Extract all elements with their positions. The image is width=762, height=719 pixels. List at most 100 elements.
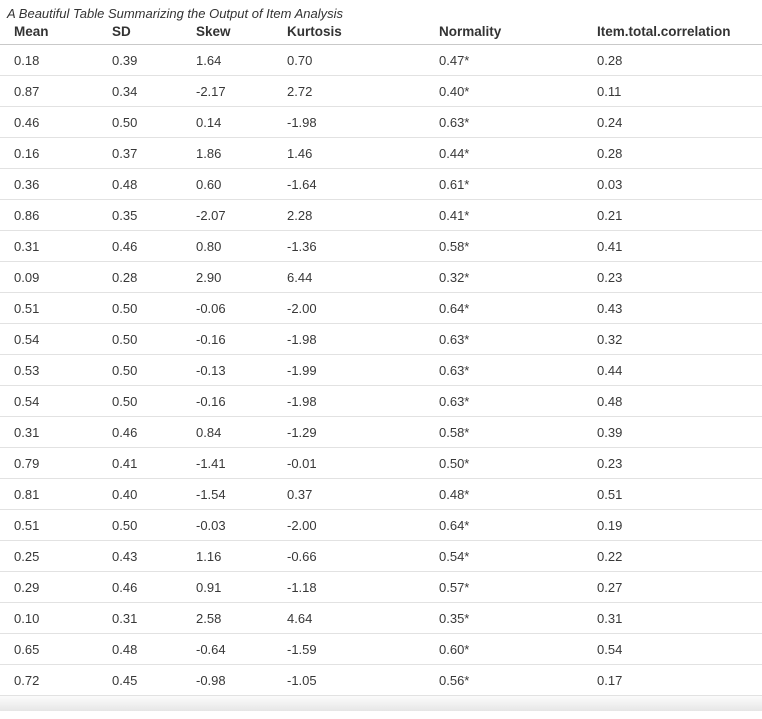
column-header-item-total-correlation: Item.total.correlation	[583, 18, 762, 45]
table-cell: 0.48	[583, 385, 762, 417]
table-cell: 0.44	[583, 354, 762, 386]
table-cell: 2.72	[273, 75, 425, 107]
table-cell: 0.51	[0, 509, 98, 541]
column-header-normality: Normality	[425, 18, 583, 45]
table-cell: 0.46	[0, 106, 98, 138]
table-row: 0.10 0.31 2.58 4.64 0.35* 0.31	[0, 602, 762, 634]
table-cell: 0.50*	[425, 447, 583, 479]
table-cell: 0.45	[98, 664, 182, 696]
table-cell: 0.40	[98, 478, 182, 510]
table-title: A Beautiful Table Summarizing the Output…	[7, 6, 344, 21]
table-cell: 1.16	[182, 540, 273, 572]
table-cell: 0.84	[182, 416, 273, 448]
table-cell: 0.28	[583, 137, 762, 169]
table-row: 0.36 0.48 0.60 -1.64 0.61* 0.03	[0, 168, 762, 200]
table-cell: 0.72	[0, 664, 98, 696]
table-cell: 0.91	[182, 571, 273, 603]
table-cell: 0.16	[0, 137, 98, 169]
table-cell: -1.98	[273, 323, 425, 355]
table-cell: 0.46	[98, 230, 182, 262]
table-cell: 0.51	[583, 478, 762, 510]
table-cell: 0.54*	[425, 540, 583, 572]
table-cell: 0.64*	[425, 292, 583, 324]
table-cell: 2.90	[182, 261, 273, 293]
table-cell: 0.36	[0, 168, 98, 200]
table-cell: 0.57*	[425, 571, 583, 603]
table-cell: 0.81	[0, 478, 98, 510]
table-cell: 0.50	[98, 385, 182, 417]
table-cell: -0.66	[273, 540, 425, 572]
table-cell: -0.03	[182, 509, 273, 541]
table-cell: 0.43	[98, 540, 182, 572]
table-cell: 0.31	[98, 602, 182, 634]
table-cell: 0.23	[583, 447, 762, 479]
table-row: 0.72 0.45 -0.98 -1.05 0.56* 0.17	[0, 664, 762, 696]
table-cell: 0.37	[98, 137, 182, 169]
table-header-row: Mean SD Skew Kurtosis Normality Item.total.co…	[0, 18, 762, 45]
table-cell: 0.47*	[425, 44, 583, 76]
table-cell: 0.63*	[425, 385, 583, 417]
table-cell: 0.46	[98, 571, 182, 603]
table-cell: 0.25	[0, 540, 98, 572]
table-cell: -0.98	[182, 664, 273, 696]
table-cell: -1.64	[273, 168, 425, 200]
table-cell: -0.64	[182, 633, 273, 665]
table-cell: -1.36	[273, 230, 425, 262]
table-cell: 0.24	[583, 106, 762, 138]
table-cell: 0.28	[583, 44, 762, 76]
table-row: 0.16 0.37 1.86 1.46 0.44* 0.28	[0, 137, 762, 169]
column-header-mean: Mean	[0, 18, 98, 45]
table-cell: 0.41	[98, 447, 182, 479]
table-cell: 0.65	[0, 633, 98, 665]
table-cell: 0.41	[583, 230, 762, 262]
table-row: 0.53 0.50 -0.13 -1.99 0.63* 0.44	[0, 354, 762, 386]
table-cell: 0.35*	[425, 602, 583, 634]
table-cell: 1.86	[182, 137, 273, 169]
table-cell: 0.80	[182, 230, 273, 262]
table-cell: -1.99	[273, 354, 425, 386]
table-row: 0.31 0.46 0.80 -1.36 0.58* 0.41	[0, 230, 762, 262]
table-cell: 0.31	[0, 416, 98, 448]
table-cell: 0.23	[583, 261, 762, 293]
table-cell: -2.17	[182, 75, 273, 107]
table-cell: -1.59	[273, 633, 425, 665]
table-cell: -1.41	[182, 447, 273, 479]
table-cell: 0.14	[182, 106, 273, 138]
table-cell: -1.18	[273, 571, 425, 603]
table-cell: 0.87	[0, 75, 98, 107]
table-cell: 0.40*	[425, 75, 583, 107]
table-cell: 4.64	[273, 602, 425, 634]
table-cell: -1.98	[273, 106, 425, 138]
table-cell: 0.50	[98, 509, 182, 541]
table-cell: 0.31	[0, 230, 98, 262]
table-row: 0.46 0.50 0.14 -1.98 0.63* 0.24	[0, 106, 762, 138]
table-cell: 0.22	[583, 540, 762, 572]
table-cell: 0.11	[583, 75, 762, 107]
table-cell: 0.32	[583, 323, 762, 355]
table-cell: -2.00	[273, 509, 425, 541]
table-cell: 0.70	[273, 44, 425, 76]
table-cell: -1.54	[182, 478, 273, 510]
table-cell: 0.51	[0, 292, 98, 324]
table-cell: 0.09	[0, 261, 98, 293]
table-cell: 0.39	[98, 44, 182, 76]
table-cell: -1.98	[273, 385, 425, 417]
table-cell: 0.50	[98, 354, 182, 386]
table-cell: 0.58*	[425, 416, 583, 448]
table-body: 0.18 0.39 1.64 0.70 0.47* 0.28 0.87 0.34 -2.17 2.…	[0, 44, 762, 696]
table-cell: 0.50	[98, 323, 182, 355]
table-cell: 0.18	[0, 44, 98, 76]
table-row: 0.18 0.39 1.64 0.70 0.47* 0.28	[0, 44, 762, 76]
table-cell: 0.60	[182, 168, 273, 200]
table-cell: 1.64	[182, 44, 273, 76]
table-row: 0.81 0.40 -1.54 0.37 0.48* 0.51	[0, 478, 762, 510]
table-cell: -1.05	[273, 664, 425, 696]
table-cell: 0.46	[98, 416, 182, 448]
table-cell: -2.00	[273, 292, 425, 324]
column-header-skew: Skew	[182, 18, 273, 45]
table-row: 0.65 0.48 -0.64 -1.59 0.60* 0.54	[0, 633, 762, 665]
table-row: 0.51 0.50 -0.06 -2.00 0.64* 0.43	[0, 292, 762, 324]
table-cell: 0.60*	[425, 633, 583, 665]
table-cell: 0.28	[98, 261, 182, 293]
